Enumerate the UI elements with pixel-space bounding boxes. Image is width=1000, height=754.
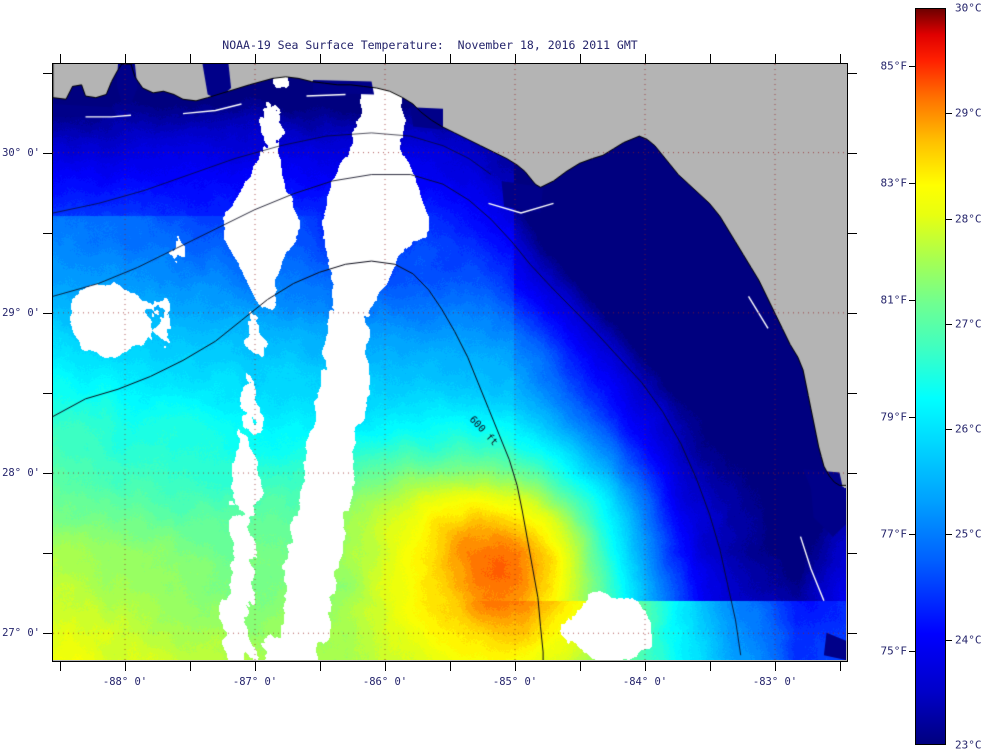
colorbar-celsius-label-2: 28°C bbox=[955, 212, 982, 226]
x-tick bbox=[515, 662, 516, 671]
y-tick bbox=[43, 633, 52, 635]
colorbar-fahrenheit-tick-2 bbox=[909, 300, 916, 302]
colorbar-celsius-label-3: 27°C bbox=[955, 317, 982, 331]
x-tick bbox=[840, 662, 841, 671]
y-tick bbox=[43, 312, 52, 314]
y-axis-label-2: 28° 0' bbox=[2, 467, 40, 480]
x-tick bbox=[60, 662, 61, 671]
y-tick bbox=[43, 392, 52, 394]
y-axis-label-0: 30° 0' bbox=[2, 146, 40, 159]
y-tick bbox=[848, 633, 857, 635]
y-tick bbox=[848, 72, 857, 74]
y-tick bbox=[848, 232, 857, 234]
y-tick bbox=[43, 473, 52, 475]
y-tick bbox=[848, 312, 857, 314]
x-tick bbox=[580, 54, 581, 63]
colorbar-celsius-label-5: 25°C bbox=[955, 527, 982, 541]
x-tick bbox=[710, 54, 711, 63]
x-tick bbox=[125, 662, 126, 671]
colorbar-celsius-tick-6 bbox=[945, 639, 952, 641]
x-axis-label-2: -86° 0' bbox=[362, 676, 408, 688]
colorbar-fahrenheit-label-2: 81°F bbox=[880, 293, 908, 307]
x-tick bbox=[840, 54, 841, 63]
x-tick bbox=[255, 662, 256, 671]
colorbar-celsius-tick-1 bbox=[945, 113, 952, 115]
x-tick bbox=[710, 662, 711, 671]
colorbar-celsius-tick-3 bbox=[945, 323, 952, 325]
x-axis-label-5: -83° 0' bbox=[752, 676, 798, 688]
x-tick bbox=[385, 662, 386, 671]
colorbar-celsius-label-1: 29°C bbox=[955, 106, 982, 120]
y-tick bbox=[43, 152, 52, 154]
x-tick bbox=[190, 54, 191, 63]
colorbar-fahrenheit-tick-5 bbox=[909, 651, 916, 653]
x-tick bbox=[450, 54, 451, 63]
x-tick bbox=[125, 54, 126, 63]
y-tick bbox=[43, 553, 52, 555]
colorbar-fahrenheit-tick-4 bbox=[909, 534, 916, 536]
colorbar-fahrenheit-label-5: 75°F bbox=[880, 644, 908, 658]
y-tick bbox=[43, 232, 52, 234]
colorbar-celsius-label-4: 26°C bbox=[955, 422, 982, 436]
y-tick bbox=[43, 72, 52, 74]
colorbar-celsius-label-0: 30°C bbox=[955, 1, 982, 15]
x-tick bbox=[60, 54, 61, 63]
x-tick bbox=[385, 54, 386, 63]
y-tick bbox=[848, 473, 857, 475]
colorbar-fahrenheit-label-1: 83°F bbox=[880, 176, 908, 190]
x-axis-label-4: -84° 0' bbox=[622, 676, 668, 688]
x-tick bbox=[580, 662, 581, 671]
colorbar-celsius-tick-2 bbox=[945, 218, 952, 220]
x-tick bbox=[775, 54, 776, 63]
colorbar-gradient bbox=[915, 8, 946, 745]
temperature-colorbar[interactable] bbox=[915, 8, 946, 745]
y-tick bbox=[848, 392, 857, 394]
x-axis-label-1: -87° 0' bbox=[232, 676, 278, 688]
y-tick bbox=[848, 553, 857, 555]
x-axis-label-0: -88° 0' bbox=[102, 676, 148, 688]
colorbar-celsius-tick-5 bbox=[945, 534, 952, 536]
colorbar-fahrenheit-tick-3 bbox=[909, 417, 916, 419]
colorbar-fahrenheit-label-3: 79°F bbox=[880, 410, 908, 424]
x-tick bbox=[645, 54, 646, 63]
x-tick bbox=[775, 662, 776, 671]
x-tick bbox=[450, 662, 451, 671]
x-tick bbox=[515, 54, 516, 63]
x-tick bbox=[190, 662, 191, 671]
colorbar-celsius-label-6: 24°C bbox=[955, 633, 982, 647]
colorbar-fahrenheit-label-0: 85°F bbox=[880, 59, 908, 73]
colorbar-fahrenheit-tick-1 bbox=[909, 183, 916, 185]
x-axis-label-3: -85° 0' bbox=[492, 676, 538, 688]
y-axis-label-3: 27° 0' bbox=[2, 627, 40, 640]
x-tick bbox=[320, 54, 321, 63]
y-tick bbox=[848, 152, 857, 154]
colorbar-fahrenheit-label-4: 77°F bbox=[880, 527, 908, 541]
x-tick bbox=[320, 662, 321, 671]
colorbar-celsius-tick-4 bbox=[945, 429, 952, 431]
y-axis-label-1: 29° 0' bbox=[2, 306, 40, 319]
x-tick bbox=[255, 54, 256, 63]
colorbar-celsius-label-7: 23°C bbox=[955, 738, 982, 752]
sst-raster bbox=[53, 64, 846, 660]
title-line-1: NOAA-19 Sea Surface Temperature: Novembe… bbox=[222, 38, 638, 52]
sst-map-plot[interactable] bbox=[52, 63, 848, 662]
x-tick bbox=[645, 662, 646, 671]
colorbar-fahrenheit-tick-0 bbox=[909, 66, 916, 68]
